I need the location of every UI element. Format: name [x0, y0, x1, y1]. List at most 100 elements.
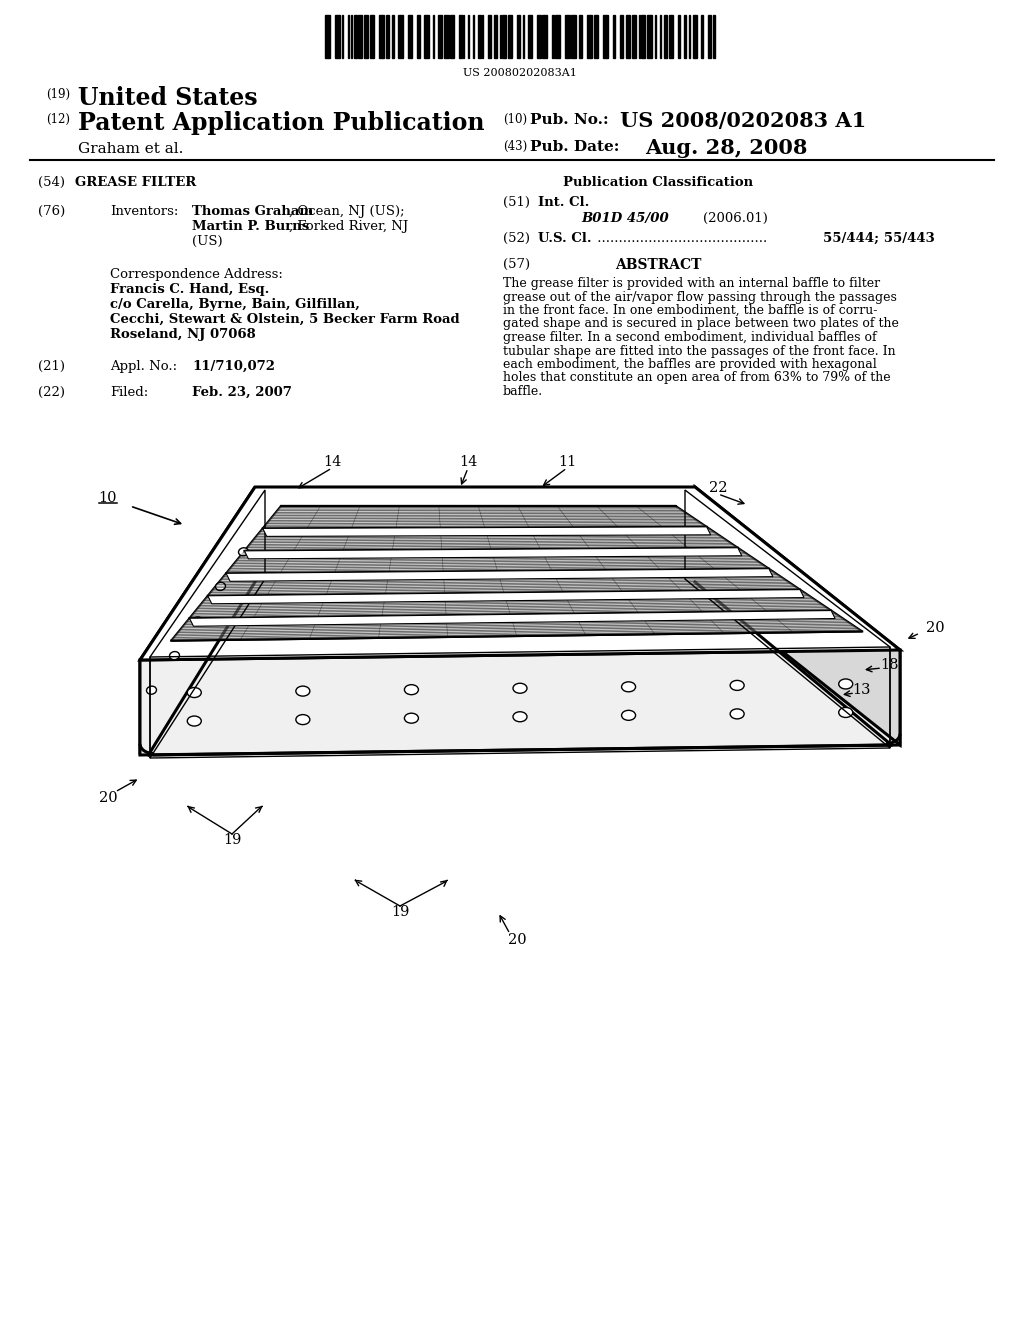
- Bar: [325, 15, 330, 58]
- Polygon shape: [245, 548, 741, 558]
- Ellipse shape: [622, 682, 636, 692]
- Bar: [708, 15, 711, 58]
- Text: Patent Application Publication: Patent Application Publication: [78, 111, 484, 135]
- Polygon shape: [226, 569, 773, 581]
- Text: 20: 20: [508, 933, 526, 946]
- Text: Appl. No.:: Appl. No.:: [110, 360, 177, 374]
- Bar: [555, 15, 560, 58]
- Bar: [603, 15, 608, 58]
- Bar: [664, 15, 667, 58]
- Bar: [678, 15, 680, 58]
- Text: (22): (22): [38, 385, 65, 399]
- Text: c/o Carella, Byrne, Bain, Gilfillan,: c/o Carella, Byrne, Bain, Gilfillan,: [110, 298, 359, 312]
- Bar: [647, 15, 652, 58]
- Text: , Ocean, NJ (US);: , Ocean, NJ (US);: [289, 205, 404, 218]
- Text: Martin P. Burns: Martin P. Burns: [193, 220, 309, 234]
- Bar: [417, 15, 420, 58]
- Polygon shape: [263, 527, 711, 536]
- Text: (57): (57): [503, 257, 530, 271]
- Ellipse shape: [513, 684, 527, 693]
- Text: (12): (12): [46, 114, 70, 125]
- Bar: [488, 15, 490, 58]
- Text: (52): (52): [503, 232, 530, 246]
- Bar: [565, 15, 570, 58]
- Text: ........................................: ........................................: [593, 232, 767, 246]
- Text: US 20080202083A1: US 20080202083A1: [463, 69, 577, 78]
- Text: U.S. Cl.: U.S. Cl.: [538, 232, 592, 246]
- Text: US 2008/0202083 A1: US 2008/0202083 A1: [620, 111, 866, 131]
- Bar: [450, 15, 454, 58]
- Polygon shape: [695, 487, 900, 744]
- Text: grease out of the air/vapor flow passing through the passages: grease out of the air/vapor flow passing…: [503, 290, 897, 304]
- Ellipse shape: [404, 713, 419, 723]
- Ellipse shape: [404, 685, 419, 694]
- Bar: [713, 15, 715, 58]
- Polygon shape: [226, 548, 769, 573]
- Polygon shape: [208, 590, 804, 603]
- Ellipse shape: [839, 708, 853, 718]
- Bar: [444, 15, 449, 58]
- Text: (21): (21): [38, 360, 65, 374]
- Bar: [438, 15, 442, 58]
- Bar: [502, 15, 506, 58]
- Ellipse shape: [187, 715, 202, 726]
- Bar: [626, 15, 630, 58]
- Polygon shape: [263, 506, 707, 528]
- Text: 19: 19: [391, 906, 410, 919]
- Bar: [508, 15, 512, 58]
- Bar: [587, 15, 592, 58]
- Bar: [354, 15, 357, 58]
- Text: 13: 13: [853, 682, 871, 697]
- Bar: [632, 15, 636, 58]
- Bar: [537, 15, 541, 58]
- Text: baffle.: baffle.: [503, 385, 543, 399]
- Ellipse shape: [296, 686, 310, 696]
- Ellipse shape: [146, 686, 157, 694]
- Text: Int. Cl.: Int. Cl.: [538, 195, 590, 209]
- Ellipse shape: [215, 582, 225, 590]
- Text: (10): (10): [503, 114, 527, 125]
- Text: Thomas Graham: Thomas Graham: [193, 205, 313, 218]
- Text: (54): (54): [38, 176, 65, 189]
- Polygon shape: [171, 506, 862, 640]
- Polygon shape: [171, 611, 862, 640]
- Text: Aug. 28, 2008: Aug. 28, 2008: [645, 139, 807, 158]
- Bar: [594, 15, 598, 58]
- Text: (51): (51): [503, 195, 530, 209]
- Bar: [459, 15, 462, 58]
- Bar: [669, 15, 673, 58]
- Bar: [370, 15, 374, 58]
- Polygon shape: [140, 649, 900, 755]
- Bar: [478, 15, 481, 58]
- Text: each embodiment, the baffles are provided with hexagonal: each embodiment, the baffles are provide…: [503, 358, 877, 371]
- Text: 18: 18: [881, 657, 899, 672]
- Polygon shape: [208, 569, 800, 595]
- Text: Filed:: Filed:: [110, 385, 148, 399]
- Text: (2006.01): (2006.01): [703, 213, 768, 224]
- Text: in the front face. In one embodiment, the baffle is of corru-: in the front face. In one embodiment, th…: [503, 304, 878, 317]
- Bar: [494, 15, 497, 58]
- Bar: [408, 15, 412, 58]
- Polygon shape: [140, 487, 255, 755]
- Ellipse shape: [296, 714, 310, 725]
- Bar: [542, 15, 547, 58]
- Text: GREASE FILTER: GREASE FILTER: [75, 176, 197, 189]
- Text: Graham et al.: Graham et al.: [78, 143, 183, 156]
- Text: 11/710,072: 11/710,072: [193, 360, 275, 374]
- Bar: [579, 15, 582, 58]
- Text: Cecchi, Stewart & Olstein, 5 Becker Farm Road: Cecchi, Stewart & Olstein, 5 Becker Farm…: [110, 313, 460, 326]
- Bar: [335, 15, 340, 58]
- Text: 11: 11: [558, 455, 577, 469]
- Bar: [358, 15, 362, 58]
- Polygon shape: [189, 611, 836, 626]
- Bar: [364, 15, 368, 58]
- Text: Pub. No.:: Pub. No.:: [530, 114, 608, 127]
- Text: (43): (43): [503, 140, 527, 153]
- Text: Feb. 23, 2007: Feb. 23, 2007: [193, 385, 292, 399]
- Text: Inventors:: Inventors:: [110, 205, 178, 218]
- Bar: [571, 15, 575, 58]
- Bar: [613, 15, 615, 58]
- Bar: [684, 15, 686, 58]
- Text: B01D 45/00: B01D 45/00: [581, 213, 669, 224]
- Ellipse shape: [839, 678, 853, 689]
